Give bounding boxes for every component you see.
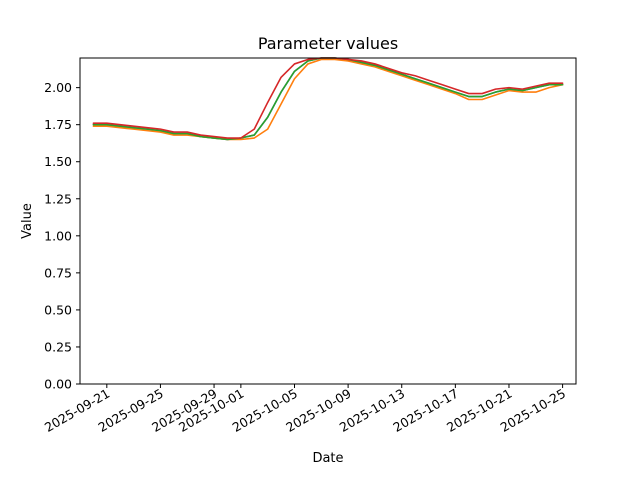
y-axis: 0.00 0.25 0.50 0.75 1.00 1.25 1.50 1.75 2.00 xyxy=(44,80,80,392)
y-tick-label: 1.25 xyxy=(44,191,72,206)
y-tick-label: 0.25 xyxy=(44,339,72,354)
y-tick-label: 0.75 xyxy=(44,265,72,280)
series-layer xyxy=(92,57,564,141)
y-tick-label: 1.75 xyxy=(44,117,72,132)
y-tick-label: 1.50 xyxy=(44,154,72,169)
series-line-4 xyxy=(92,57,564,139)
series-line-2 xyxy=(92,58,564,141)
x-axis-title: Date xyxy=(312,451,343,466)
x-axis: 2025-09-212025-09-252025-09-292025-10-01… xyxy=(42,384,568,435)
y-tick-label: 1.00 xyxy=(44,228,72,243)
y-tick-label: 2.00 xyxy=(44,80,72,95)
y-tick-label: 0.00 xyxy=(44,377,72,392)
plot-frame xyxy=(79,57,577,385)
series-line-1 xyxy=(92,57,564,141)
y-axis-title: Value xyxy=(20,203,35,239)
chart-title: Parameter values xyxy=(258,34,398,53)
series-line-3 xyxy=(92,57,564,141)
y-tick-label: 0.50 xyxy=(44,302,72,317)
